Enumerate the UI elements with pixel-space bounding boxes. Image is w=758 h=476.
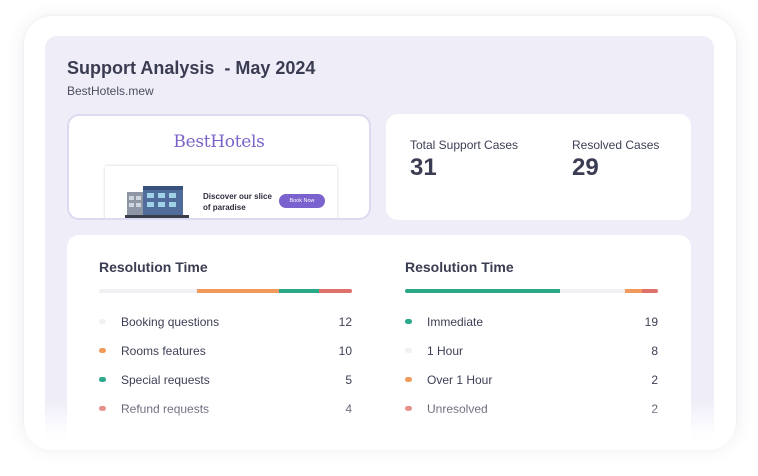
resolved-cases-value: 29 bbox=[572, 154, 599, 181]
legend-dot-icon bbox=[99, 319, 106, 324]
bar-segment bbox=[405, 289, 561, 293]
legend-label: Refund requests bbox=[121, 401, 210, 416]
legend-item: Immediate 19 bbox=[405, 307, 658, 336]
support-analysis-panel: Support Analysis - May 2024 BestHotels.m… bbox=[45, 36, 714, 446]
legend-item: Rooms features 10 bbox=[99, 336, 352, 365]
legend-label: Unresolved bbox=[427, 401, 488, 416]
bar-segment bbox=[560, 289, 626, 293]
legend-dot-icon bbox=[405, 377, 412, 382]
legend-dot-icon bbox=[405, 348, 412, 353]
page-title: Support Analysis - May 2024 bbox=[67, 58, 316, 78]
legend-count: 8 bbox=[651, 343, 658, 358]
book-now-button[interactable]: Book Now bbox=[279, 194, 325, 208]
distribution-bar bbox=[405, 289, 658, 293]
legend-label: Over 1 Hour bbox=[427, 372, 493, 387]
legend-dot-icon bbox=[99, 406, 106, 411]
legend-count: 10 bbox=[338, 343, 352, 358]
legend-item: Booking questions 12 bbox=[99, 307, 352, 336]
total-cases-stat: Total Support Cases 31 bbox=[410, 138, 518, 182]
promo-banner: Discover our slice of paradise Book Now bbox=[105, 166, 337, 218]
legend-dot-icon bbox=[99, 348, 106, 353]
legend-count: 5 bbox=[345, 372, 352, 387]
legend-label: 1 Hour bbox=[427, 343, 464, 358]
resolved-cases-label: Resolved Cases bbox=[572, 138, 660, 152]
legend-label: Special requests bbox=[121, 372, 210, 387]
legend-dot-icon bbox=[405, 406, 412, 411]
legend-list: Immediate 19 1 Hour 8 Over 1 Hour 2 Unresolved… bbox=[405, 307, 658, 423]
bar-segment bbox=[319, 289, 352, 293]
section-title: Resolution Time bbox=[405, 259, 514, 275]
legend-count: 4 bbox=[345, 401, 352, 416]
brand-logo: BestHotels bbox=[173, 132, 265, 152]
legend-item: 1 Hour 8 bbox=[405, 336, 658, 365]
bar-segment bbox=[99, 289, 197, 293]
total-cases-value: 31 bbox=[410, 154, 437, 181]
resolved-cases-stat: Resolved Cases 29 bbox=[572, 138, 659, 182]
stats-card: Total Support Cases 31 Resolved Cases 29 bbox=[386, 114, 691, 220]
legend-label: Immediate bbox=[427, 314, 484, 329]
hotel-building-icon bbox=[125, 186, 189, 218]
bar-segment bbox=[196, 289, 279, 293]
legend-count: 2 bbox=[651, 401, 658, 416]
resolution-card: Resolution Time Booking questions 12 Rooms… bbox=[67, 235, 691, 446]
banner-text: Discover our slice of paradise bbox=[203, 192, 272, 212]
legend-count: 19 bbox=[644, 314, 658, 329]
legend-list: Booking questions 12 Rooms features 10 Speci… bbox=[99, 307, 352, 423]
bar-segment bbox=[278, 289, 320, 293]
brand-preview-card: BestHotels Discover our slice of paradis… bbox=[67, 114, 371, 220]
section-title: Resolution Time bbox=[99, 259, 208, 275]
legend-label: Rooms features bbox=[121, 343, 206, 358]
legend-item: Special requests 5 bbox=[99, 365, 352, 394]
bar-segment bbox=[625, 289, 642, 293]
legend-count: 12 bbox=[338, 314, 352, 329]
bar-segment bbox=[641, 289, 658, 293]
resolution-time-right: Resolution Time Immediate 19 1 Hour 8 Over 1… bbox=[405, 259, 658, 423]
legend-count: 2 bbox=[651, 372, 658, 387]
total-cases-label: Total Support Cases bbox=[410, 138, 519, 152]
distribution-bar bbox=[99, 289, 352, 293]
page-subtitle: BestHotels.mew bbox=[67, 84, 154, 98]
legend-dot-icon bbox=[405, 319, 412, 324]
legend-item: Refund requests 4 bbox=[99, 394, 352, 423]
resolution-time-left: Resolution Time Booking questions 12 Rooms… bbox=[99, 259, 352, 423]
legend-label: Booking questions bbox=[121, 314, 220, 329]
legend-item: Unresolved 2 bbox=[405, 394, 658, 423]
legend-dot-icon bbox=[99, 377, 106, 382]
legend-item: Over 1 Hour 2 bbox=[405, 365, 658, 394]
